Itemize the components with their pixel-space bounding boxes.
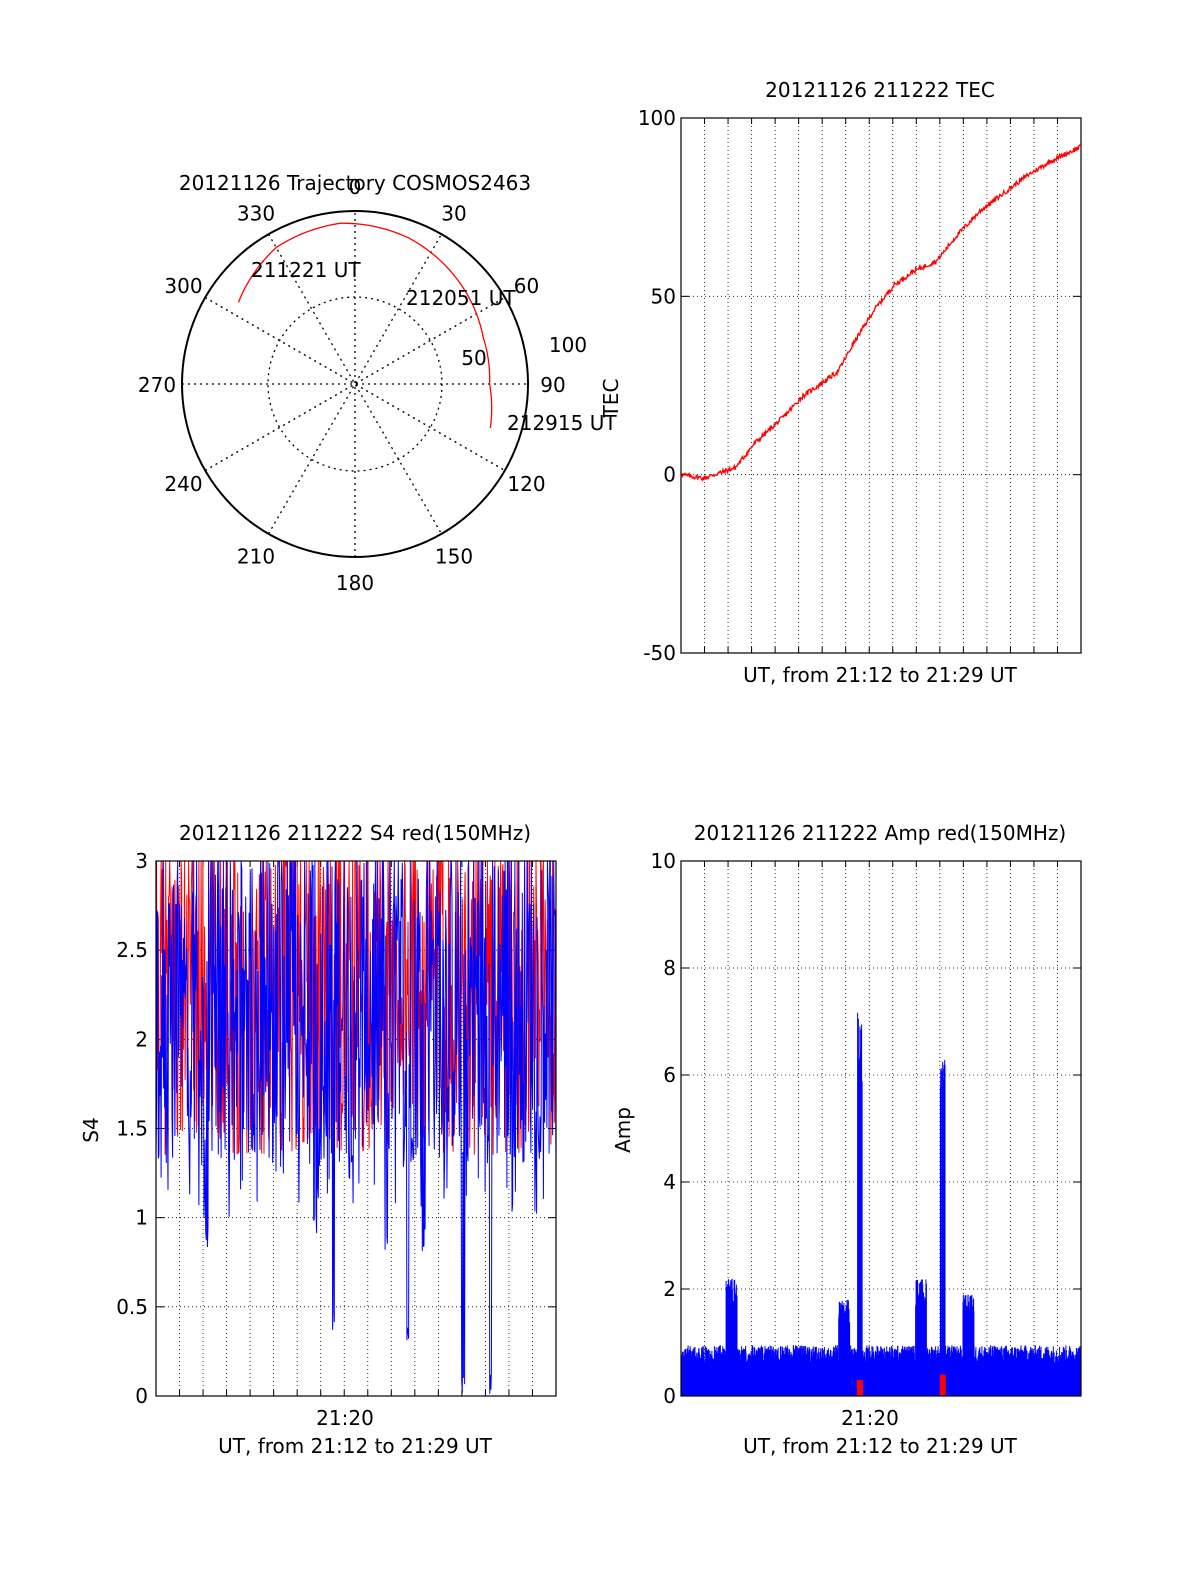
polar-spoke [204,296,506,472]
tec-title: 20121126 211222 TEC [765,78,995,102]
polar-annotation-start: 211221 UT [251,258,361,282]
polar-outer-circle [181,210,529,558]
polar-annotation-middle: 212051 UT [406,286,516,310]
s4-title: 20121126 211222 S4 red(150MHz) [179,821,531,845]
polar-spoke [267,233,443,535]
amp-x-tick-label: 21:20 [841,1406,899,1430]
tec-series-line [680,143,1082,482]
tec-ytick-label: 100 [638,106,676,130]
amp-panel: 20121126 211222 Amp red(150MHz) 0246810 … [611,821,1082,1458]
amp-ytick-label: 0 [663,1384,676,1408]
amp-x-axis-label: UT, from 21:12 to 21:29 UT [743,1434,1018,1458]
s4-ytick-label: 1 [135,1206,148,1230]
polar-azimuth-label: 300 [164,274,202,298]
polar-azimuth-label: 330 [237,202,275,226]
amp-gridlines [681,860,1081,1397]
amp-red-series [856,1374,946,1396]
polar-azimuth-label: 120 [507,472,545,496]
s4-panel: 20121126 211222 S4 red(150MHz) 0 0.5 1 1.5 2… [79,821,557,1458]
s4-blue-series [155,860,557,1394]
polar-title: 20121126 Trajectory COSMOS2463 [179,171,531,195]
amp-plot-frame [680,860,1082,1397]
polar-inner-circle [267,296,443,472]
polar-azimuth-label: 30 [441,202,466,226]
tec-plot-frame [680,117,1082,654]
polar-spoke [267,233,443,535]
polar-azimuth-label: 240 [164,472,202,496]
s4-x-axis-label: UT, from 21:12 to 21:29 UT [218,1434,493,1458]
polar-azimuth-label: 150 [435,544,473,568]
polar-azimuth-label: 210 [237,544,275,568]
polar-annotation-end: 212915 UT [507,411,617,435]
polar-azimuth-label: 90 [540,373,565,397]
s4-plot-frame [155,860,557,1397]
tec-ytick-label: 0 [663,463,676,487]
s4-ytick-label: 2.5 [116,938,148,962]
amp-ytick-label: 10 [651,849,676,873]
s4-y-axis-label: S4 [79,1117,103,1142]
polar-trajectory-line [237,222,493,429]
polar-azimuth-label: 60 [514,274,539,298]
tec-ytick-label: -50 [643,641,676,665]
amp-y-tick-labels: 0 2 4 6 8 10 [651,849,676,1408]
amp-ytick-label: 4 [663,1170,676,1194]
s4-ytick-label: 0 [135,1384,148,1408]
tec-gridlines [681,117,1081,654]
amp-ytick-label: 8 [663,956,676,980]
tec-y-axis-label: TEC [599,379,623,419]
tec-panel: 20121126 211222 TEC -50 0 50 100 TEC UT, fr… [599,78,1082,687]
s4-x-tick-label: 21:20 [316,1406,374,1430]
polar-azimuth-label: 180 [336,571,374,595]
s4-ytick-label: 1.5 [116,1117,148,1141]
s4-ytick-label: 2 [135,1027,148,1051]
tec-x-axis-label: UT, from 21:12 to 21:29 UT [743,663,1018,687]
amp-ytick-label: 6 [663,1063,676,1087]
tec-ytick-label: 50 [651,284,676,308]
tec-y-tick-labels: -50 0 50 100 [638,106,676,665]
s4-ytick-label: 0.5 [116,1295,148,1319]
polar-panel: 20121126 Trajectory COSMOS2463 0 30 60 90 12… [138,171,617,595]
s4-y-tick-labels: 0 0.5 1 1.5 2 2.5 3 [116,849,148,1408]
polar-azimuth-label: 270 [138,373,176,397]
polar-radial-label-100: 100 [549,333,587,357]
amp-ytick-label: 2 [663,1277,676,1301]
polar-spoke [204,296,506,472]
polar-radial-label-50: 50 [461,346,486,370]
polar-grid [182,211,528,557]
amp-blue-series [680,1012,1082,1396]
amp-y-axis-label: Amp [611,1107,635,1153]
polar-azimuth-labels: 0 30 60 90 120 150 180 210 240 270 300 330 [138,175,566,595]
s4-ytick-label: 3 [135,849,148,873]
amp-title: 20121126 211222 Amp red(150MHz) [694,821,1066,845]
polar-azimuth-label: 0 [349,175,362,199]
